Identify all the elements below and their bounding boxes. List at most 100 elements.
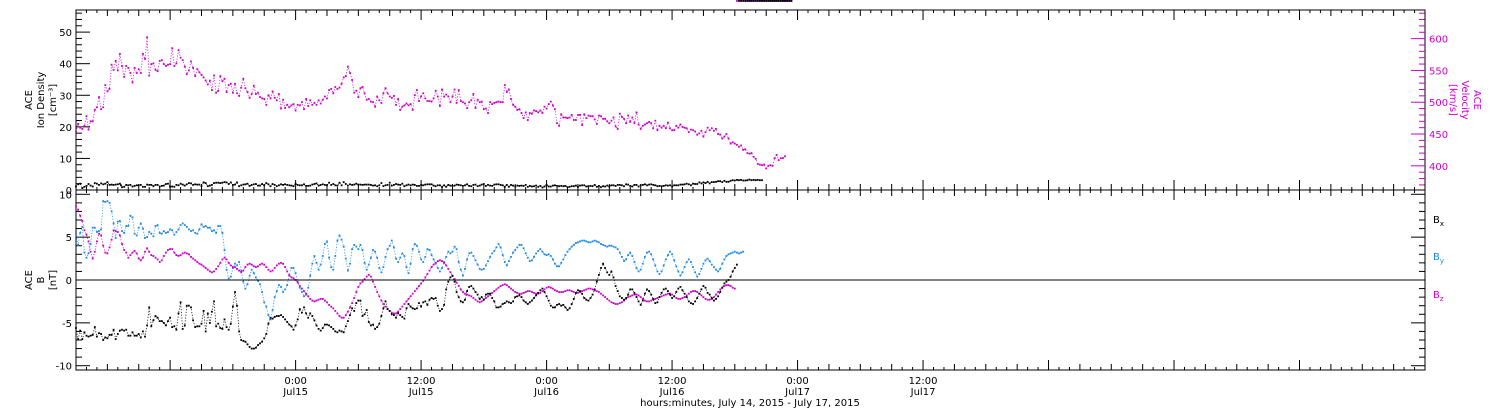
velocity-point: [476, 98, 479, 101]
bx-point: [568, 307, 571, 310]
by-point: [575, 242, 577, 244]
density-point: [250, 184, 253, 186]
density-point: [284, 183, 286, 186]
by-point: [227, 277, 230, 280]
bx-point: [723, 282, 726, 285]
bz-point: [342, 316, 345, 319]
density-point: [240, 184, 243, 187]
density-point: [441, 185, 443, 188]
density-point: [761, 179, 763, 182]
bz-point: [566, 289, 569, 292]
velocity-point: [232, 91, 234, 94]
by-point: [656, 270, 659, 273]
velocity-point: [453, 88, 456, 91]
bx-point: [541, 287, 544, 290]
bx-point: [698, 292, 701, 295]
bz-point: [577, 292, 579, 294]
density-point: [677, 184, 680, 187]
bx-point: [644, 292, 646, 295]
by-point: [162, 230, 165, 232]
density-point: [87, 183, 90, 185]
by-point: [721, 262, 724, 265]
density-point: [326, 184, 328, 187]
density-axis-title-line3: [cm⁻³]: [48, 84, 59, 116]
density-point: [635, 184, 638, 186]
bz-point: [255, 266, 257, 268]
bottom-panel-series: [75, 0, 793, 350]
density-point: [508, 185, 510, 188]
bx-point: [388, 310, 391, 312]
bx-point: [165, 324, 167, 327]
velocity-point: [593, 118, 596, 121]
density-point: [457, 184, 460, 186]
velocity-point: [535, 110, 537, 112]
velocity-point: [717, 133, 719, 135]
velocity-point: [244, 87, 247, 90]
bx-point: [234, 291, 236, 293]
velocity-point: [662, 124, 665, 127]
by-point: [127, 225, 130, 227]
velocity-point: [382, 92, 385, 95]
by-point: [219, 225, 222, 227]
bz-point: [234, 266, 236, 268]
density-point: [746, 179, 749, 182]
bx-point: [405, 307, 408, 310]
bz-point: [114, 230, 117, 232]
bx-point: [610, 270, 613, 273]
density-point: [198, 183, 201, 186]
density-point: [447, 184, 450, 186]
velocity-point: [522, 117, 525, 119]
velocity-point: [784, 155, 786, 158]
by-point: [173, 233, 176, 236]
density-point: [290, 184, 293, 187]
density-point: [334, 184, 337, 187]
density-point: [181, 183, 184, 186]
velocity-point: [211, 89, 213, 91]
velocity-point: [177, 49, 180, 51]
by-point: [255, 276, 257, 279]
density-point: [459, 184, 462, 187]
by-point: [386, 248, 389, 250]
bz-point: [183, 251, 186, 254]
by-point: [326, 240, 328, 243]
by-point: [478, 268, 481, 270]
by-point: [198, 228, 201, 231]
by-point: [627, 254, 629, 256]
bz-point: [286, 270, 289, 273]
by-point: [512, 251, 514, 254]
by-point: [577, 241, 579, 244]
density-point: [363, 183, 366, 186]
bx-point: [784, 0, 786, 2]
velocity-point: [209, 79, 211, 82]
bx-point: [367, 321, 370, 323]
bx-point: [455, 291, 458, 293]
velocity-point: [769, 164, 772, 167]
density-point: [495, 183, 498, 186]
by-point: [418, 250, 420, 253]
density-point: [263, 184, 266, 187]
velocity-point: [436, 95, 439, 98]
velocity-point: [623, 117, 625, 120]
velocity-point: [146, 36, 148, 39]
by-point: [459, 268, 462, 271]
density-point: [399, 184, 402, 186]
by-point: [585, 240, 588, 243]
by-point: [549, 255, 552, 257]
bx-point: [206, 312, 209, 315]
x-axis-title: hours:minutes, July 14, 2015 - July 17, …: [640, 398, 860, 409]
bz-point: [288, 274, 291, 277]
density-point: [612, 184, 615, 187]
velocity-point: [106, 90, 109, 93]
velocity-point: [223, 77, 226, 80]
bx-point: [468, 286, 471, 288]
density-point: [351, 184, 353, 186]
bx-point: [633, 292, 636, 294]
density-point: [236, 181, 238, 184]
bx-point: [598, 274, 600, 276]
bx-point: [485, 293, 487, 296]
by-point: [606, 245, 609, 248]
bz-point: [206, 268, 209, 271]
density-point: [183, 184, 186, 187]
by-point: [564, 254, 567, 256]
by-point: [719, 268, 722, 270]
